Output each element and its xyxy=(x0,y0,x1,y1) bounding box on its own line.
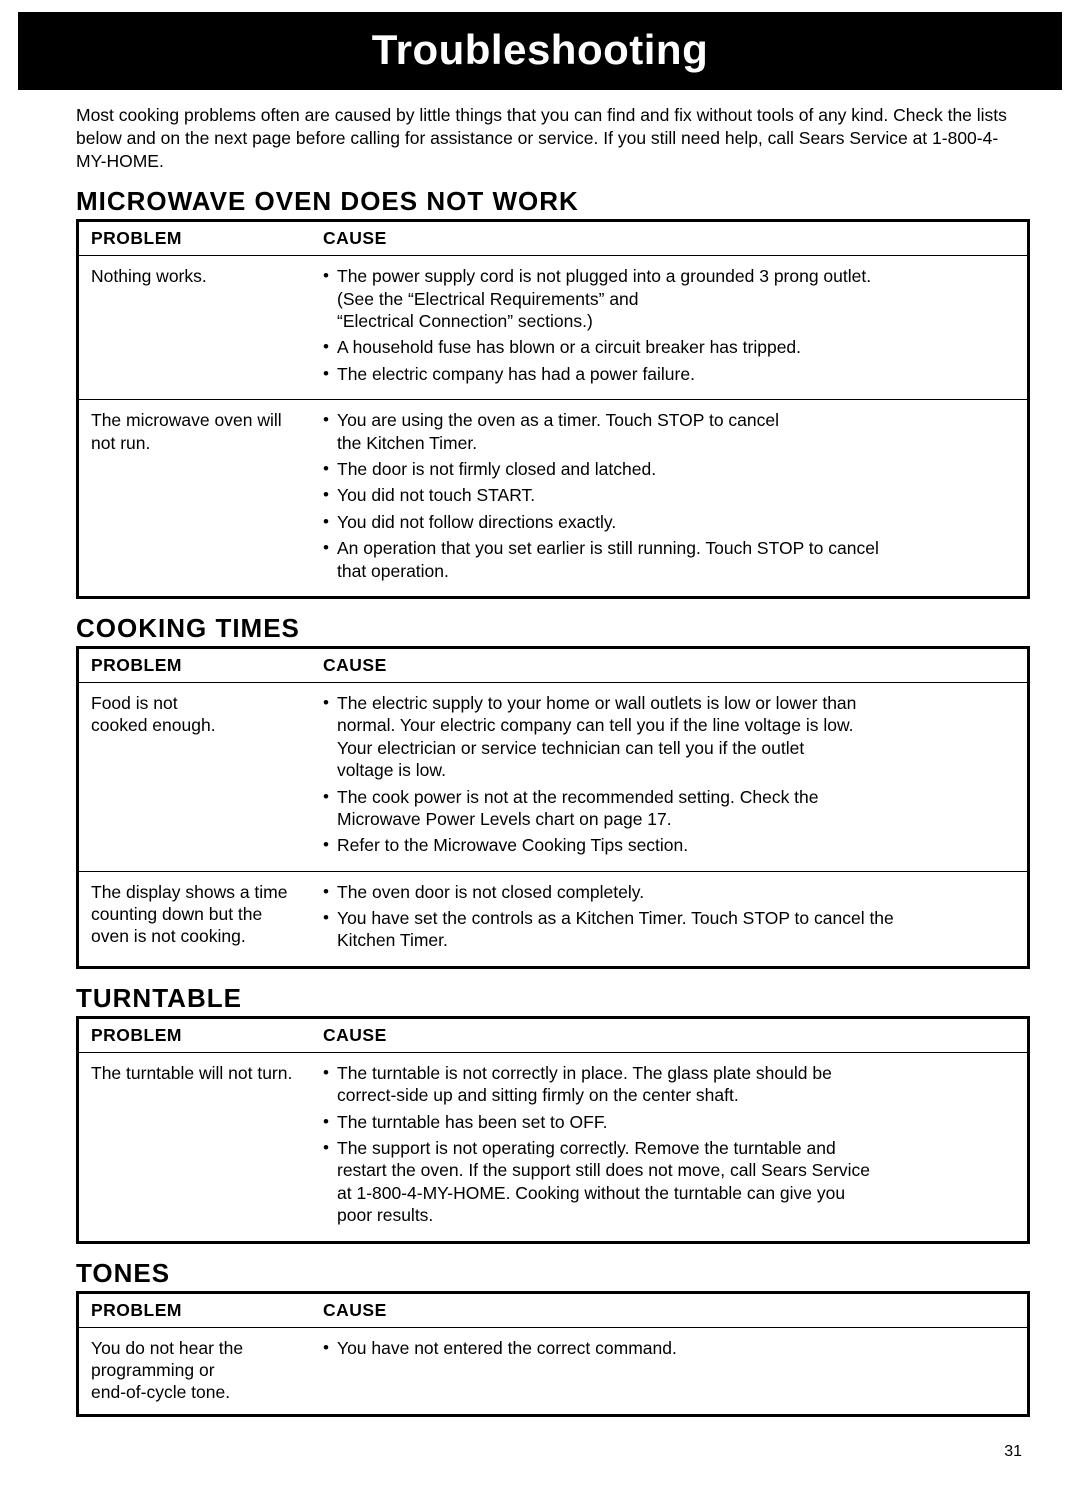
cause-list: The oven door is not closed completely. Y… xyxy=(323,881,1017,952)
header-cause: CAUSE xyxy=(319,222,1027,255)
cause-item: You did not touch START. xyxy=(323,484,1017,506)
page-number: 31 xyxy=(18,1417,1062,1461)
banner-title: Troubleshooting xyxy=(372,26,708,73)
table-header-row: PROBLEMCAUSE xyxy=(79,1294,1027,1328)
cause-item: The support is not operating correctly. … xyxy=(323,1137,1017,1227)
problem-text: Food is not cooked enough. xyxy=(91,693,216,735)
cause-item: You did not follow directions exactly. xyxy=(323,511,1017,533)
header-problem: PROBLEM xyxy=(79,1019,319,1052)
problem-cell: Nothing works. xyxy=(79,256,319,399)
cause-list: The turntable is not correctly in place.… xyxy=(323,1062,1017,1227)
cause-item: The electric supply to your home or wall… xyxy=(323,692,1017,782)
table-row: Nothing works. The power supply cord is n… xyxy=(79,256,1027,400)
cause-item: The electric company has had a power fai… xyxy=(323,363,1017,385)
cause-list: You have not entered the correct command… xyxy=(323,1337,1017,1359)
table-row: The microwave oven will not run. You are … xyxy=(79,400,1027,596)
cause-item: You are using the oven as a timer. Touch… xyxy=(323,409,1017,454)
header-problem: PROBLEM xyxy=(79,1294,319,1327)
header-cause: CAUSE xyxy=(319,1019,1027,1052)
section-title: TONES xyxy=(18,1244,1062,1291)
cause-cell: The turntable is not correctly in place.… xyxy=(319,1053,1027,1241)
section-title: TURNTABLE xyxy=(18,969,1062,1016)
table-row: The display shows a time counting down b… xyxy=(79,872,1027,966)
table-row: The turntable will not turn. The turntabl… xyxy=(79,1053,1027,1241)
cause-item: You have not entered the correct command… xyxy=(323,1337,1017,1359)
table-header-row: PROBLEMCAUSE xyxy=(79,649,1027,683)
header-problem: PROBLEM xyxy=(79,649,319,682)
cause-list: The power supply cord is not plugged int… xyxy=(323,265,1017,385)
cause-item: The cook power is not at the recommended… xyxy=(323,786,1017,831)
header-problem: PROBLEM xyxy=(79,222,319,255)
cause-item: Refer to the Microwave Cooking Tips sect… xyxy=(323,834,1017,856)
cause-item: The power supply cord is not plugged int… xyxy=(323,265,1017,332)
cause-item: The door is not firmly closed and latche… xyxy=(323,458,1017,480)
cause-cell: The power supply cord is not plugged int… xyxy=(319,256,1027,399)
section-title: COOKING TIMES xyxy=(18,599,1062,646)
cause-item: You have set the controls as a Kitchen T… xyxy=(323,907,1017,952)
cause-item: The turntable is not correctly in place.… xyxy=(323,1062,1017,1107)
troubleshooting-table: PROBLEMCAUSE You do not hear the programm… xyxy=(76,1291,1030,1417)
cause-cell: The electric supply to your home or wall… xyxy=(319,683,1027,871)
table-row: Food is not cooked enough. The electric s… xyxy=(79,683,1027,872)
problem-text: Nothing works. xyxy=(91,266,207,286)
problem-cell: Food is not cooked enough. xyxy=(79,683,319,871)
sections-container: MICROWAVE OVEN DOES NOT WORKPROBLEMCAUSE… xyxy=(18,172,1062,1417)
troubleshooting-table: PROBLEMCAUSE Nothing works. The power supp… xyxy=(76,219,1030,599)
table-row: You do not hear the programming or end-o… xyxy=(79,1328,1027,1414)
header-cause: CAUSE xyxy=(319,649,1027,682)
cause-cell: The oven door is not closed completely. Y… xyxy=(319,872,1027,966)
troubleshooting-table: PROBLEMCAUSE Food is not cooked enough. Th… xyxy=(76,646,1030,969)
problem-text: You do not hear the programming or end-o… xyxy=(91,1338,243,1403)
section-title: MICROWAVE OVEN DOES NOT WORK xyxy=(18,172,1062,219)
table-header-row: PROBLEMCAUSE xyxy=(79,222,1027,256)
cause-item: The turntable has been set to OFF. xyxy=(323,1111,1017,1133)
problem-cell: The display shows a time counting down b… xyxy=(79,872,319,966)
cause-item: The oven door is not closed completely. xyxy=(323,881,1017,903)
page-root: Troubleshooting Most cooking problems of… xyxy=(0,0,1080,1491)
page-banner: Troubleshooting xyxy=(18,12,1062,90)
problem-cell: You do not hear the programming or end-o… xyxy=(79,1328,319,1414)
problem-text: The microwave oven will not run. xyxy=(91,410,282,452)
cause-list: You are using the oven as a timer. Touch… xyxy=(323,409,1017,582)
problem-text: The turntable will not turn. xyxy=(91,1063,292,1083)
table-header-row: PROBLEMCAUSE xyxy=(79,1019,1027,1053)
troubleshooting-table: PROBLEMCAUSEThe turntable will not turn.… xyxy=(76,1016,1030,1244)
cause-item: An operation that you set earlier is sti… xyxy=(323,537,1017,582)
cause-item: A household fuse has blown or a circuit … xyxy=(323,336,1017,358)
problem-text: The display shows a time counting down b… xyxy=(91,882,287,947)
cause-list: The electric supply to your home or wall… xyxy=(323,692,1017,857)
problem-cell: The microwave oven will not run. xyxy=(79,400,319,596)
problem-cell: The turntable will not turn. xyxy=(79,1053,319,1241)
intro-paragraph: Most cooking problems often are caused b… xyxy=(18,90,1062,172)
cause-cell: You are using the oven as a timer. Touch… xyxy=(319,400,1027,596)
cause-cell: You have not entered the correct command… xyxy=(319,1328,1027,1414)
header-cause: CAUSE xyxy=(319,1294,1027,1327)
